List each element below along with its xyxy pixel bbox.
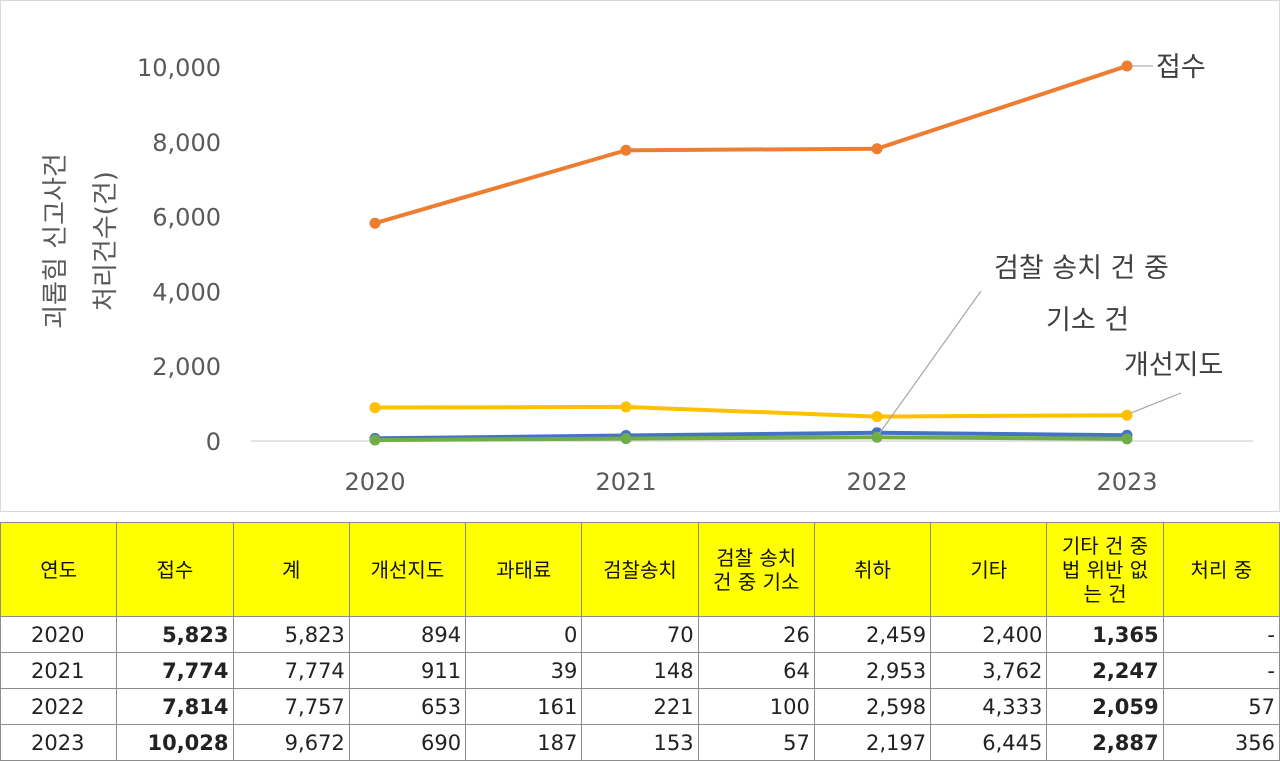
- table-cell: 57: [1162, 688, 1280, 725]
- table-cell: 690: [348, 724, 467, 761]
- table-cell: 3,762: [930, 652, 1048, 689]
- table-cell: 161: [465, 688, 583, 725]
- y-tick-label: 4,000: [152, 278, 221, 306]
- y-tick-label: 10,000: [137, 54, 221, 82]
- y-axis-label-line2: 처리건수(건): [91, 171, 121, 311]
- header-other: 기타: [930, 522, 1048, 617]
- table-cell: 7,774: [232, 652, 350, 689]
- series-line: [374, 404, 1128, 419]
- y-axis-label-line1: 괴롭힘 신고사건: [41, 153, 71, 329]
- header-guidance: 개선지도: [348, 522, 467, 617]
- table-cell: 7,774: [116, 652, 234, 689]
- header-fine: 과태료: [465, 522, 583, 617]
- guidance-leader-line: [1130, 392, 1182, 414]
- data-point: [871, 411, 883, 423]
- data-point: [1121, 60, 1133, 72]
- x-tick-label: 2020: [344, 468, 405, 496]
- table-cell: 2,247: [1046, 652, 1164, 689]
- table-cell: 9,672: [232, 724, 350, 761]
- table-cell: 2,197: [813, 724, 932, 761]
- table-cell: 57: [697, 724, 815, 761]
- header-prosecution: 검찰송치: [581, 522, 699, 617]
- header-total: 계: [232, 522, 350, 617]
- x-tick-label: 2022: [846, 468, 907, 496]
- header-withdrawn: 취하: [813, 522, 932, 617]
- table-cell: 5,823: [116, 616, 234, 653]
- table-row: 2021 7,774 7,774 911 39 148 64 2,953 3,762 2,247-: [0, 652, 1280, 689]
- annotation-indicted-line2: 기소 건: [1046, 305, 1129, 336]
- table-cell: 5,823: [232, 616, 350, 653]
- header-in-progress: 처리 중: [1162, 522, 1280, 617]
- table-year-cell: 2021: [0, 652, 118, 689]
- table-row: 2023 10,028 9,672 690 187 153 57 2,197 6,445 2,88…: [0, 724, 1280, 761]
- series-line: [374, 435, 1128, 443]
- table-body: 2020 5,823 5,823 894 0 70 26 2,459 2,400 1,365-20…: [0, 616, 1280, 761]
- y-tick-label: 8,000: [152, 129, 221, 157]
- data-point: [871, 431, 883, 443]
- table-cell: 2,953: [813, 652, 932, 689]
- table-cell: 2,459: [813, 616, 932, 653]
- table-cell: 148: [581, 652, 699, 689]
- table-cell: 187: [465, 724, 583, 761]
- table-cell: 7,814: [116, 688, 234, 725]
- header-receipt: 접수: [116, 522, 234, 617]
- data-point: [871, 143, 883, 155]
- table-row: 2022 7,814 7,757 653 161 221 100 2,598 4,333 2,05…: [0, 688, 1280, 725]
- table-cell: 2,887: [1046, 724, 1164, 761]
- table-cell: 64: [697, 652, 815, 689]
- series-line: [374, 430, 1128, 441]
- table-cell: 26: [697, 616, 815, 653]
- data-point: [369, 217, 381, 229]
- table-year-cell: 2020: [0, 616, 118, 653]
- table-cell: 4,333: [930, 688, 1048, 725]
- table-cell: 2,059: [1046, 688, 1164, 725]
- table-cell: 911: [348, 652, 467, 689]
- table-cell: 894: [348, 616, 467, 653]
- header-year: 연도: [0, 522, 118, 617]
- line-chart: 0 2,000 4,000 6,000 8,000 10,000 2020 2021 2022 2…: [41, 52, 1253, 496]
- header-indicted: 검찰 송치 건 중 기소: [697, 522, 815, 617]
- annotation-guidance: 개선지도: [1124, 350, 1223, 381]
- table-year-cell: 2023: [0, 724, 118, 761]
- table-cell: 10,028: [116, 724, 234, 761]
- table-header-row: 연도 접수 계 개선지도 과태료 검찰송치 검찰 송치 건 중 기소 취하 기타 …: [0, 522, 1280, 617]
- table-cell: 1,365: [1046, 616, 1164, 653]
- y-tick-label: 2,000: [152, 353, 221, 381]
- data-point: [1121, 409, 1133, 421]
- table-year-cell: 2022: [0, 688, 118, 725]
- table-cell: -: [1162, 652, 1280, 689]
- x-tick-label: 2023: [1096, 468, 1157, 496]
- table-cell: 39: [465, 652, 583, 689]
- table-cell: 2,598: [813, 688, 932, 725]
- y-tick-label: 0: [206, 428, 221, 456]
- data-table: 연도 접수 계 개선지도 과태료 검찰송치 검찰 송치 건 중 기소 취하 기타 …: [0, 522, 1280, 761]
- table-cell: 2,400: [930, 616, 1048, 653]
- annotation-indicted-line1: 검찰 송치 건 중: [994, 253, 1169, 284]
- table-cell: 221: [581, 688, 699, 725]
- table-row: 2020 5,823 5,823 894 0 70 26 2,459 2,400 1,365-: [0, 616, 1280, 653]
- table-cell: 6,445: [930, 724, 1048, 761]
- table-cell: -: [1162, 616, 1280, 653]
- table-cell: 70: [581, 616, 699, 653]
- table-cell: 356: [1162, 724, 1280, 761]
- data-point: [369, 402, 381, 414]
- table-cell: 653: [348, 688, 467, 725]
- table-cell: 100: [697, 688, 815, 725]
- table-cell: 0: [465, 616, 583, 653]
- annotation-receipt: 접수: [1156, 52, 1206, 83]
- data-point: [620, 401, 632, 413]
- y-tick-label: 6,000: [152, 204, 221, 232]
- series-line: [374, 64, 1128, 226]
- data-point: [1121, 433, 1133, 445]
- data-point: [620, 144, 632, 156]
- x-tick-label: 2021: [595, 468, 656, 496]
- chart-area: 0 2,000 4,000 6,000 8,000 10,000 2020 2021 2022 2…: [0, 0, 1280, 512]
- indicted-leader-line: [878, 290, 982, 435]
- data-point: [369, 434, 381, 446]
- table-cell: 153: [581, 724, 699, 761]
- table-cell: 7,757: [232, 688, 350, 725]
- data-point: [620, 433, 632, 445]
